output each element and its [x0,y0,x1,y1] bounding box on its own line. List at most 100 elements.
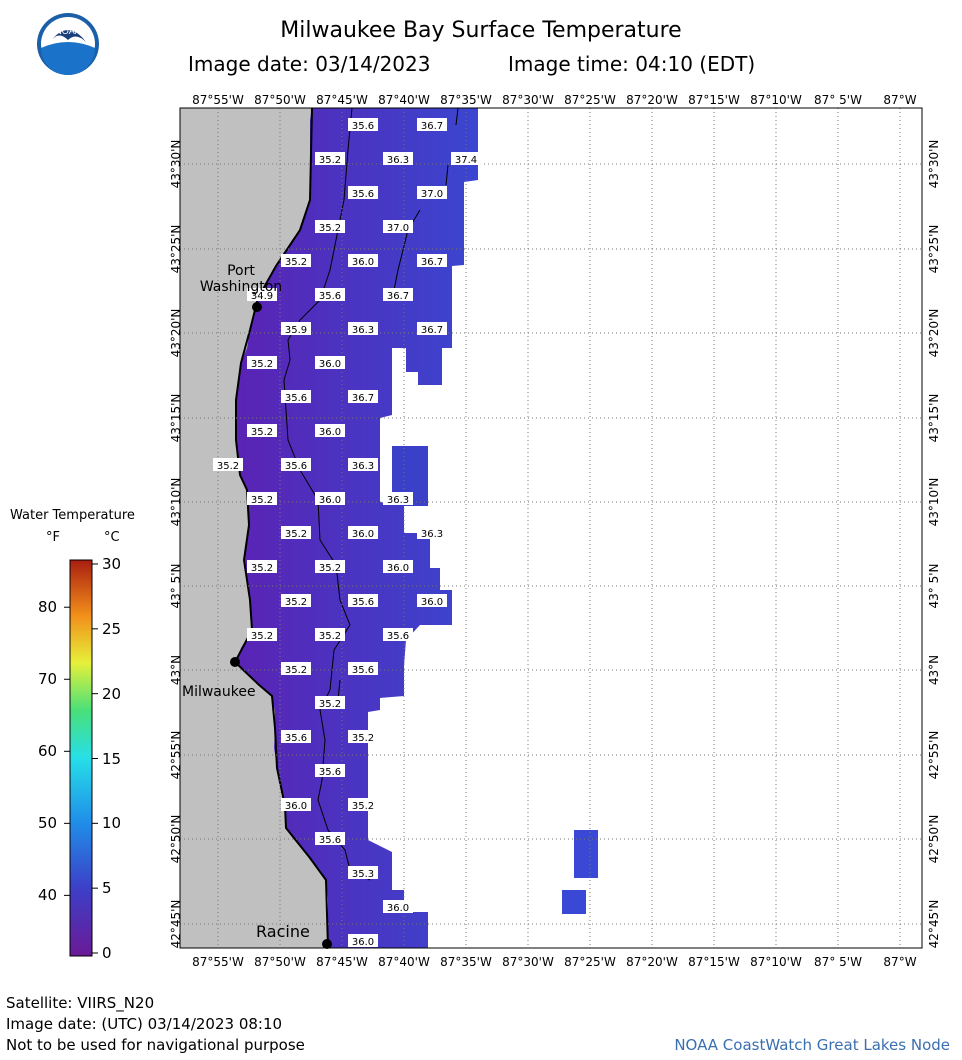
temp-label-box [383,288,413,301]
lat-label-right: 43°30'N [927,140,941,189]
temp-label: 36.7 [421,257,443,268]
temp-label: 35.2 [319,563,341,574]
temp-label: 35.6 [319,835,341,846]
land-area [180,108,328,948]
temp-label-box [281,390,311,403]
lat-label-left: 42°50'N [169,815,183,864]
temp-label-box [417,526,447,539]
temp-label: 35.6 [387,631,409,642]
temp-label: 35.3 [352,869,374,880]
lat-label-left: 43°15'N [169,394,183,443]
temp-label-box [383,220,413,233]
temp-label-box [247,288,277,301]
temp-label: 36.0 [421,597,443,608]
temp-label-box [383,152,413,165]
temp-label-box [417,118,447,131]
temp-label: 35.2 [319,699,341,710]
temp-label-box [315,424,345,437]
temp-label-box [315,492,345,505]
city-milwaukee: Milwaukee [182,684,256,700]
lon-label-bottom: 87°40'W [378,955,430,969]
lon-label-top: 87°15'W [688,93,740,107]
temp-label-box [247,492,277,505]
temp-label-box [348,390,378,403]
temp-label: 35.2 [285,529,307,540]
temp-label: 35.6 [352,189,374,200]
temp-label: 35.6 [319,291,341,302]
temp-label-box [281,254,311,267]
satellite-info: Satellite: VIIRS_N20 [6,994,155,1012]
lat-label-right: 43°15'N [927,394,941,443]
lon-label-top: 87°40'W [378,93,430,107]
utc-date: Image date: (UTC) 03/14/2023 08:10 [6,1015,283,1033]
temp-label: 35.2 [319,155,341,166]
lon-label-bottom: 87°25'W [564,955,616,969]
noaa-logo[interactable]: NOAA [36,12,100,76]
temp-label: 35.2 [319,631,341,642]
temp-label: 35.2 [217,461,239,472]
celsius-tick: 0 [102,944,112,962]
lon-label-top: 87°30'W [502,93,554,107]
temp-label: 35.2 [251,359,273,370]
lat-label-right: 42°55'N [927,731,941,780]
celsius-tick: 5 [102,879,112,898]
temp-label: 36.0 [285,801,307,812]
temp-label-box [247,356,277,369]
temp-label: 36.0 [387,563,409,574]
lon-label-bottom: 87°50'W [254,955,306,969]
temp-label: 36.0 [387,903,409,914]
temp-label-box [315,832,345,845]
credit: NOAA CoastWatch Great Lakes Node [674,1036,950,1054]
lat-label-right: 43°10'N [927,478,941,527]
lat-label-left: 43° 5'N [169,564,183,609]
temp-label: 35.6 [352,597,374,608]
lat-label-left: 43°N [169,655,183,685]
image-date: Image date: 03/14/2023 [188,52,431,76]
temp-label-box [315,696,345,709]
lon-label-bottom: 87°15'W [688,955,740,969]
temp-label-box [281,322,311,335]
temp-label-box [417,254,447,267]
temp-label: 35.2 [352,801,374,812]
lat-label-right: 43°25'N [927,225,941,274]
temp-label-box [383,628,413,641]
lat-label-right: 43° 5'N [927,564,941,609]
city-markers [230,302,332,949]
lat-label-left: 43°20'N [169,309,183,358]
temp-label: 36.7 [352,393,374,404]
temp-label-box [315,560,345,573]
lat-label-right: 42°50'N [927,815,941,864]
axis-labels: 87°55'W 87°55'W 87°50'W 87°50'W 87°45'W 87°45… [169,93,941,969]
city-port-washington: Port Washington [199,263,283,295]
fahrenheit-tick: 60 [38,742,58,761]
temp-label-box [348,118,378,131]
temp-label-box [247,424,277,437]
fahrenheit-tick: 40 [38,886,58,905]
lat-label-left: 42°45'N [169,900,183,949]
temp-label-box [348,322,378,335]
image-time: Image time: 04:10 (EDT) [508,52,756,76]
port-washington-marker [252,302,262,312]
temp-label: 35.2 [285,597,307,608]
offshore-patch-1 [574,830,598,878]
temp-label: 36.7 [421,325,443,336]
temp-label: 36.0 [352,257,374,268]
celsius-tick: 25 [102,619,122,638]
temp-label-box [348,458,378,471]
temp-label-box [281,730,311,743]
fahrenheit-tick: 50 [38,814,58,833]
temp-label-box [315,356,345,369]
temp-label: 35.6 [285,461,307,472]
lon-label-top: 87° 5'W [814,93,862,107]
lon-label-top: 87°55'W [192,93,244,107]
fahrenheit-tick: 80 [38,598,58,617]
temp-label-box [348,866,378,879]
lon-label-top: 87°W [883,93,916,107]
temp-label: 36.3 [421,529,443,540]
temp-label: 35.6 [352,665,374,676]
temp-label-box [315,628,345,641]
lon-label-bottom: 87°55'W [192,955,244,969]
lon-label-bottom: 87°10'W [750,955,802,969]
graticule [180,108,922,948]
